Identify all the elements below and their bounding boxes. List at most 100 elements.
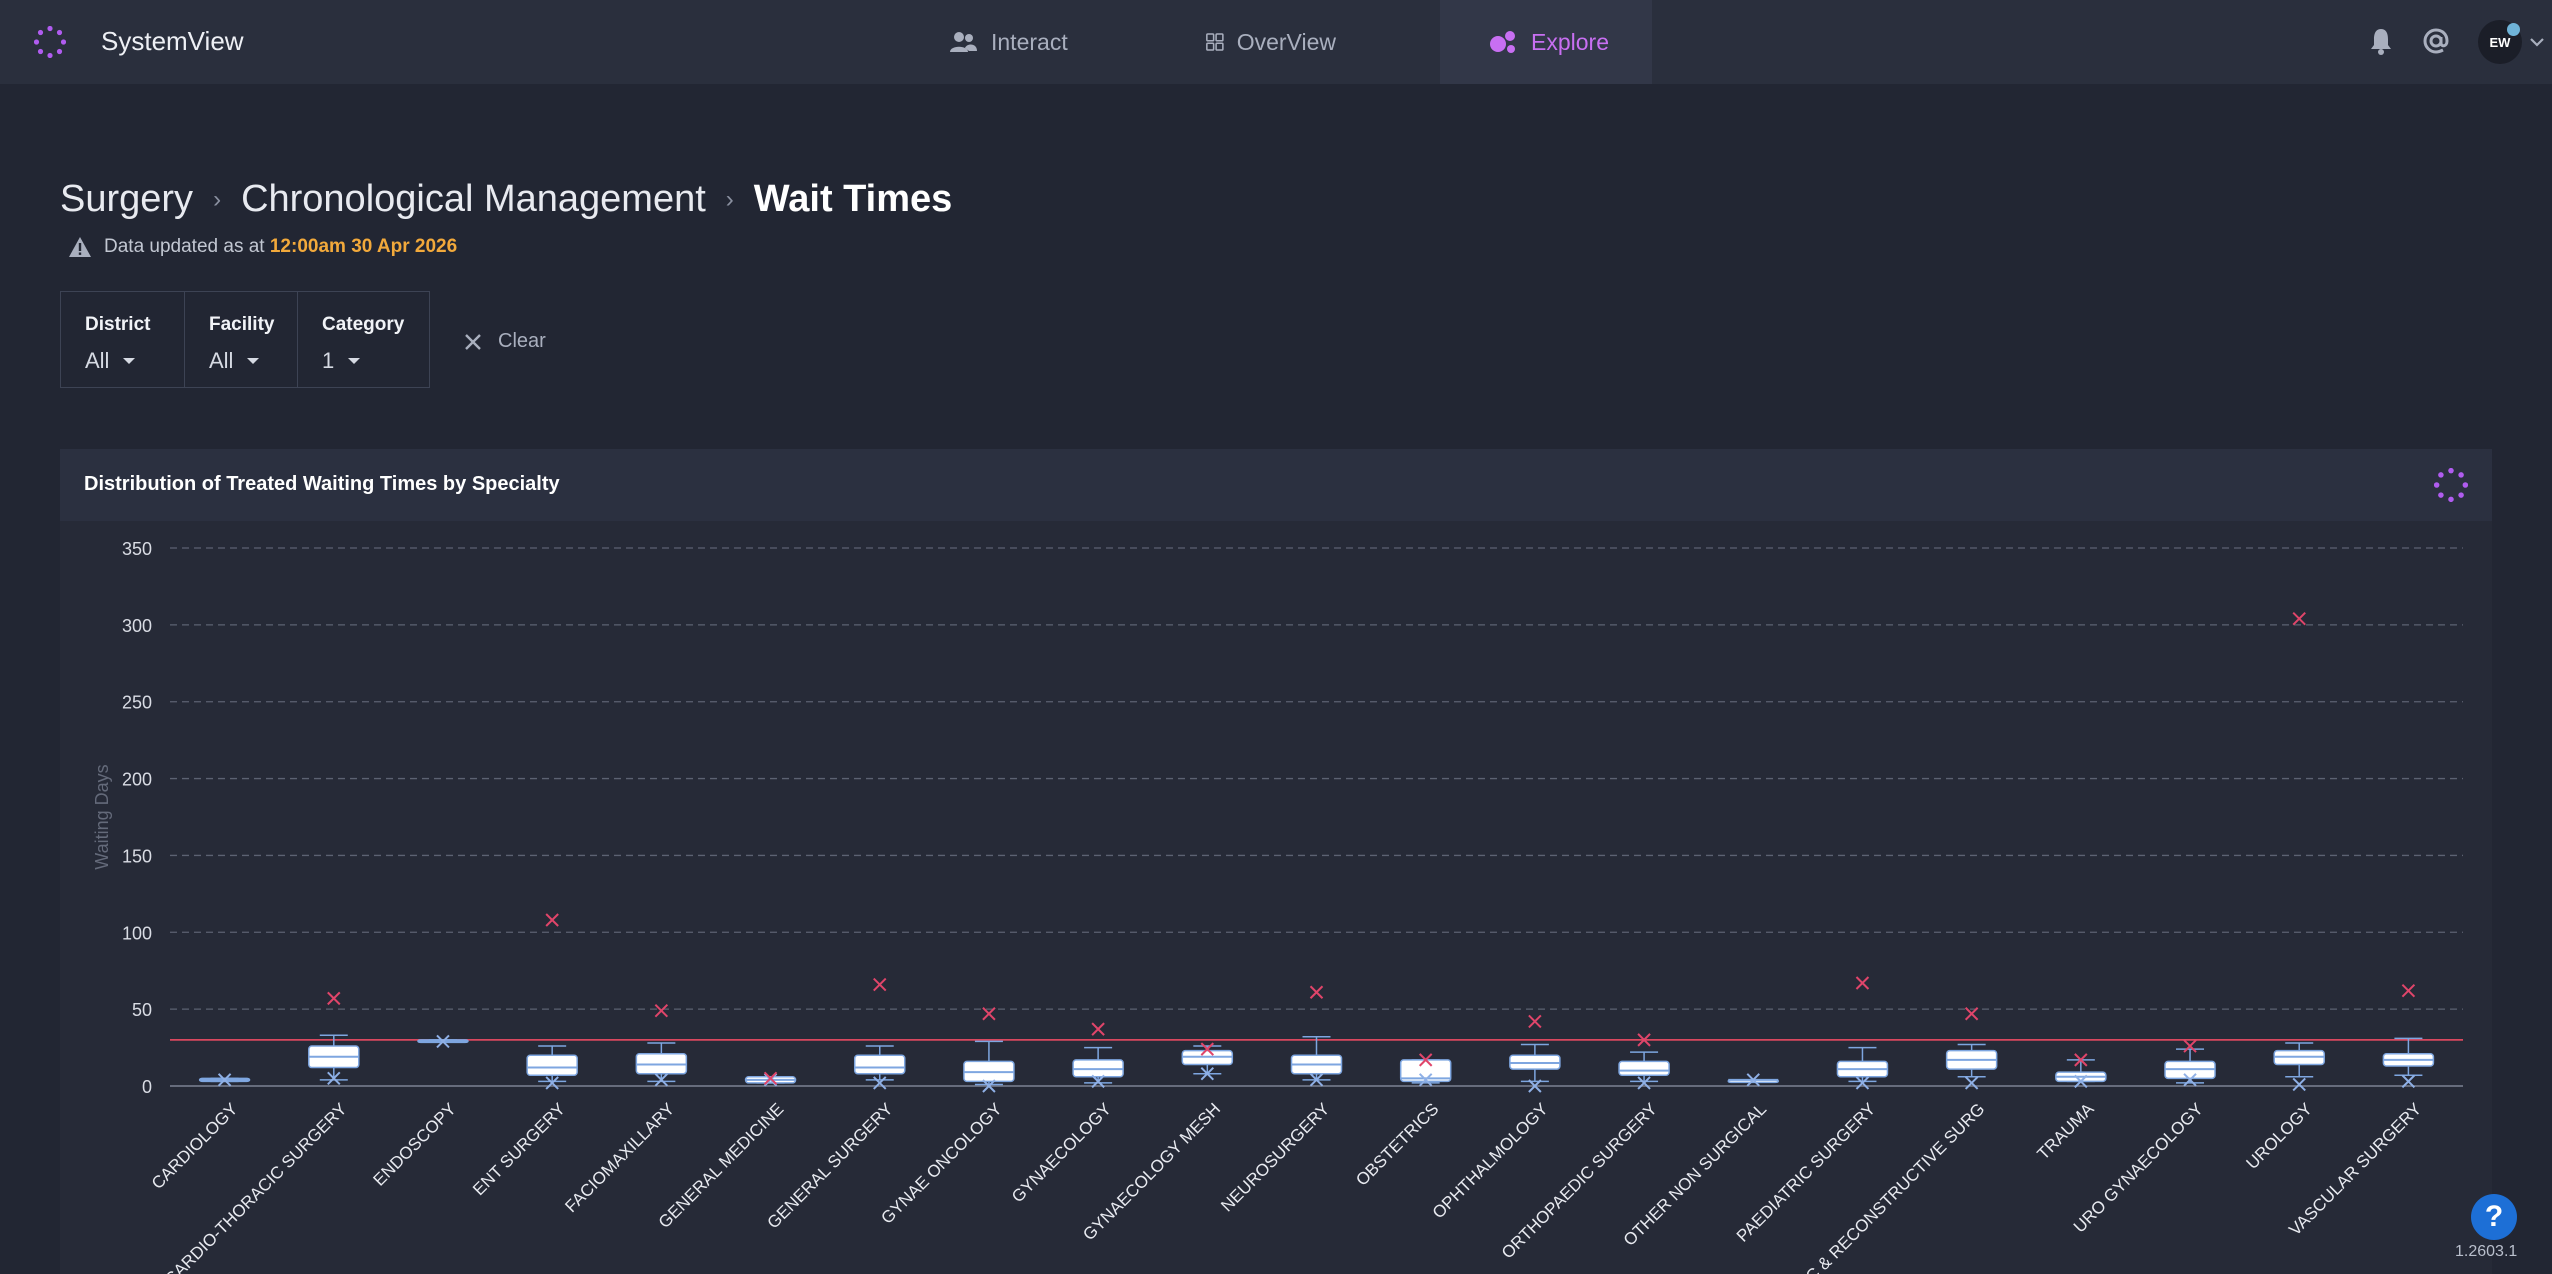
x-tick-label: CARDIOLOGY (148, 1099, 242, 1193)
chevron-down-icon[interactable] (2528, 33, 2546, 51)
x-tick-label: GYNAE ONCOLOGY (877, 1099, 1005, 1227)
chevron-right-icon: › (213, 185, 222, 213)
x-tick-label: GENERAL MEDICINE (655, 1099, 788, 1232)
mean-marker (545, 1076, 559, 1090)
filter-facility[interactable]: Facility All (185, 292, 298, 387)
outlier-marker (1855, 976, 1870, 990)
breadcrumb: Surgery › Chronological Management › Wai… (60, 178, 952, 221)
people-icon (950, 32, 977, 52)
filter-district-label: District (85, 314, 151, 335)
filter-district[interactable]: District All (61, 292, 185, 387)
loading-spinner-icon (2434, 468, 2468, 502)
filter-category-value: 1 (322, 348, 335, 373)
mean-marker (327, 1071, 341, 1086)
mean-marker (217, 1073, 232, 1087)
filter-category-label: Category (322, 314, 405, 335)
box-iqr (526, 1054, 578, 1076)
mean-marker (1091, 1074, 1105, 1089)
y-tick-label: 200 (122, 770, 152, 790)
y-tick-label: 150 (122, 846, 152, 866)
y-tick-label: 100 (122, 923, 152, 943)
chart-panel: 0 50 100 150 200 250 300 350 Waiting Days CARDIOL… (60, 449, 2492, 1274)
warning-icon (69, 237, 91, 257)
mean-marker (2183, 1073, 2197, 1087)
grid-icon (1206, 33, 1224, 51)
outlier-marker (1964, 1007, 1979, 1021)
mean-marker (436, 1034, 450, 1049)
x-tick-label: OBSTETRICS (1352, 1099, 1442, 1189)
box-iqr (1618, 1060, 1670, 1076)
app-version: 1.2603.1 (2455, 1243, 2518, 1260)
data-updated-status: Data updated as at 12:00am 30 Apr 2026 (68, 236, 457, 258)
x-tick-label: UROLOGY (2242, 1099, 2316, 1173)
filter-category[interactable]: Category 1 (298, 292, 429, 387)
outlier-marker (1091, 1022, 1105, 1036)
y-tick-label: 50 (132, 1000, 152, 1020)
box-iqr (853, 1054, 906, 1075)
nav-tab-explore-label: Explore (1531, 28, 1609, 55)
mean-marker (1200, 1066, 1215, 1081)
x-tick-label: GENERAL SURGERY (764, 1099, 897, 1232)
outlier-marker (1200, 1042, 1215, 1056)
bubbles-icon (1490, 31, 1515, 53)
mean-marker (1964, 1076, 1979, 1090)
filter-facility-value: All (209, 348, 234, 373)
breadcrumb-item-chronological-management[interactable]: Chronological Management (241, 178, 706, 220)
updated-timestamp: 12:00am 30 Apr 2026 (269, 236, 458, 257)
mean-marker (1418, 1073, 1433, 1087)
avatar-status-dot (2507, 23, 2520, 36)
filter-facility-dropdown[interactable]: All (209, 348, 273, 374)
clear-filters-button[interactable]: Clear (462, 330, 546, 353)
x-tick-label: ENDOSCOPY (370, 1099, 460, 1189)
filter-district-dropdown[interactable]: All (85, 348, 160, 374)
at-sign-icon[interactable] (2421, 26, 2451, 56)
mean-marker (2401, 1074, 2416, 1089)
systemview-logo-icon[interactable] (34, 26, 66, 58)
x-tick-label: FACIOMAXILLARY (561, 1099, 678, 1216)
y-axis-title: Waiting Days (92, 764, 112, 869)
outlier-marker (763, 1071, 778, 1086)
mean-marker (1746, 1073, 1760, 1087)
filter-category-dropdown[interactable]: 1 (322, 348, 405, 374)
mean-marker (1309, 1073, 1324, 1087)
top-bar: SystemView Interact OverView Explore EW (0, 0, 2552, 84)
nav-tab-interact-label: Interact (991, 28, 1068, 55)
y-tick-label: 250 (122, 693, 152, 713)
mean-marker (2292, 1077, 2306, 1092)
filter-facility-label: Facility (209, 314, 275, 335)
clear-filters-label: Clear (498, 330, 546, 352)
mean-marker (982, 1079, 996, 1093)
close-icon (465, 333, 481, 350)
outlier-marker (1637, 1033, 1651, 1047)
filter-bar: District All Facility All Category 1 (60, 291, 430, 388)
caret-down-icon (123, 358, 136, 364)
app-brand[interactable]: SystemView (101, 26, 244, 56)
mean-marker (2074, 1074, 2088, 1089)
help-button[interactable]: ? (2471, 1194, 2517, 1240)
mean-marker (1855, 1076, 1870, 1090)
nav-tab-explore[interactable]: Explore (1440, 0, 1652, 84)
mean-marker (654, 1073, 669, 1087)
outlier-marker (1528, 1014, 1542, 1029)
outlier-marker (545, 913, 559, 927)
nav-tab-overview-label: OverView (1236, 28, 1336, 55)
mean-marker (873, 1076, 887, 1090)
bell-icon[interactable] (2366, 26, 2396, 56)
breadcrumb-item-surgery[interactable]: Surgery (60, 178, 194, 220)
outlier-marker (1309, 985, 1324, 999)
nav-tab-interact[interactable]: Interact (925, 0, 1095, 84)
x-tick-label: NEUROSURGERY (1217, 1099, 1333, 1215)
y-tick-label: 0 (142, 1077, 152, 1097)
outlier-marker (873, 977, 887, 992)
mean-marker (763, 1073, 778, 1087)
page-title: Wait Times (753, 178, 953, 220)
x-tick-label: ENT SURGERY (469, 1099, 569, 1199)
mean-marker (1637, 1076, 1651, 1090)
nav-tab-overview[interactable]: OverView (1183, 0, 1358, 84)
outlier-marker (2183, 1039, 2197, 1053)
caret-down-icon (247, 358, 260, 364)
y-tick-label: 300 (122, 616, 152, 636)
updated-prefix: Data updated as at (104, 236, 265, 257)
chart-title: Distribution of Treated Waiting Times by… (84, 473, 560, 495)
chart-panel-header: Distribution of Treated Waiting Times by… (60, 449, 2492, 521)
